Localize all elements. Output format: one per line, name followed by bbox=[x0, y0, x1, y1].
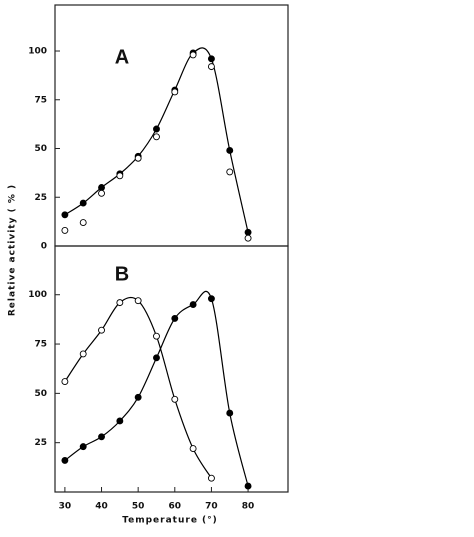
data-point bbox=[79, 350, 87, 358]
data-point bbox=[98, 326, 105, 334]
data-point bbox=[98, 184, 105, 191]
y-tick-label: 25 bbox=[34, 438, 47, 448]
data-point bbox=[226, 147, 234, 154]
data-point bbox=[244, 228, 252, 236]
data-point bbox=[79, 219, 87, 227]
x-tick-label: 50 bbox=[132, 502, 145, 512]
data-point bbox=[171, 395, 179, 403]
data-point bbox=[116, 299, 124, 307]
y-tick-label: 50 bbox=[34, 389, 47, 399]
panel-letter: B bbox=[115, 263, 129, 285]
y-axis-label: Relative activity ( % ) bbox=[8, 184, 18, 316]
data-point bbox=[226, 409, 234, 417]
x-tick-label: 70 bbox=[205, 502, 218, 512]
panel-letter: A bbox=[115, 46, 129, 68]
y-tick-label: 100 bbox=[28, 290, 47, 300]
data-point bbox=[98, 189, 105, 197]
data-point bbox=[79, 199, 87, 207]
data-point bbox=[61, 211, 69, 219]
y-tick-label: 75 bbox=[34, 95, 47, 105]
fit-curve bbox=[64, 296, 212, 479]
data-point bbox=[244, 234, 252, 242]
data-point bbox=[61, 226, 69, 234]
data-point bbox=[153, 125, 160, 133]
data-point bbox=[226, 168, 234, 176]
data-point bbox=[134, 393, 142, 401]
data-point bbox=[153, 133, 160, 141]
data-point bbox=[207, 474, 215, 482]
data-point bbox=[207, 295, 215, 303]
data-point bbox=[98, 433, 105, 441]
y-tick-label: 100 bbox=[28, 47, 47, 57]
x-tick-label: 40 bbox=[95, 502, 108, 512]
plot-frame bbox=[54, 245, 289, 493]
data-point bbox=[153, 354, 160, 362]
data-point bbox=[244, 482, 252, 490]
x-tick-label: 80 bbox=[242, 502, 255, 512]
y-tick-label: 0 bbox=[41, 242, 47, 252]
x-tick-label: 30 bbox=[59, 502, 72, 512]
data-point bbox=[171, 314, 179, 322]
data-point bbox=[153, 332, 160, 340]
x-tick-label: 60 bbox=[169, 502, 182, 512]
data-point bbox=[189, 51, 197, 59]
x-axis-label: Temperature (°) bbox=[122, 516, 218, 526]
data-point bbox=[189, 445, 197, 453]
data-point bbox=[61, 456, 69, 464]
data-point bbox=[171, 88, 179, 96]
data-point bbox=[134, 297, 142, 305]
fit-curve bbox=[64, 290, 249, 487]
y-tick-label: 75 bbox=[34, 340, 47, 350]
data-point bbox=[116, 417, 124, 425]
y-tick-label: 50 bbox=[34, 144, 47, 154]
data-point bbox=[207, 55, 215, 63]
data-point bbox=[207, 63, 215, 71]
data-point bbox=[116, 172, 124, 180]
y-tick-label: 25 bbox=[34, 193, 47, 203]
fit-curve bbox=[64, 47, 249, 233]
data-point bbox=[79, 443, 87, 451]
data-point bbox=[189, 301, 197, 309]
data-point bbox=[134, 154, 142, 162]
data-point bbox=[61, 378, 69, 385]
plot-frame bbox=[54, 4, 289, 247]
